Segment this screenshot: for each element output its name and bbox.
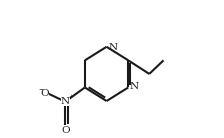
Text: N: N bbox=[130, 82, 139, 91]
Text: O: O bbox=[61, 126, 69, 135]
Text: −: − bbox=[38, 86, 43, 91]
Text: N: N bbox=[61, 97, 70, 106]
Text: +: + bbox=[68, 94, 73, 99]
Text: N: N bbox=[108, 43, 117, 52]
Text: O: O bbox=[40, 89, 49, 98]
